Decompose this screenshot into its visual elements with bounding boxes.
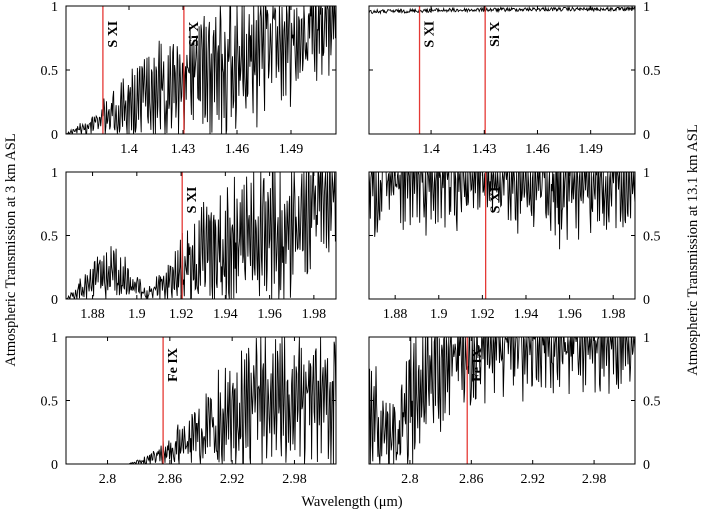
x-tick-label: 2.92	[220, 472, 245, 487]
x-tick-label: 1.98	[601, 307, 626, 322]
x-tick-label: 2.92	[520, 472, 545, 487]
transmission-series	[66, 337, 336, 464]
y-tick-label: 0.5	[41, 395, 59, 410]
x-tick-label: 2.98	[282, 472, 307, 487]
panel-row3-left: Fe IX 2.8 2.86 2.92 2.98 0 0.5 1	[41, 331, 337, 487]
x-tick-label: 1.46	[525, 142, 550, 157]
x-tick-label: 1.92	[470, 307, 495, 322]
x-tick-label: 1.94	[514, 307, 539, 322]
y-tick-label: 0	[643, 128, 650, 143]
emission-line-label: S XI	[423, 21, 438, 48]
x-tick-label: 1.4	[422, 142, 440, 157]
x-tick-label: 1.4	[120, 142, 138, 157]
transmission-series	[66, 172, 336, 299]
x-tick-label: 1.96	[257, 307, 282, 322]
emission-line-label: S XI	[106, 21, 121, 48]
x-axis-label: Wavelength (μm)	[301, 494, 402, 510]
transmission-series	[369, 337, 635, 464]
x-tick-label: 1.49	[578, 142, 603, 157]
emission-line-label: S XI	[489, 187, 504, 214]
y-tick-label: 0.5	[41, 230, 59, 245]
panel-row2-right: S XI 1.88 1.9 1.92 1.94 1.96 1.98 0 0.5 1	[368, 166, 661, 322]
x-tick-label: 1.94	[213, 307, 238, 322]
x-tick-label: 1.43	[171, 142, 196, 157]
x-tick-label: 1.46	[225, 142, 250, 157]
y-axis-label-left: Atmospheric Transmission at 3 km ASL	[3, 133, 19, 366]
y-tick-label: 1	[51, 0, 58, 15]
y-tick-label: 0.5	[643, 64, 661, 79]
emission-line-label: Si X	[488, 22, 503, 47]
emission-line-label: Fe IX	[470, 348, 485, 382]
y-tick-label: 0	[51, 458, 58, 473]
y-tick-label: 0	[643, 293, 650, 308]
y-tick-label: 0	[51, 128, 58, 143]
emission-line-label: Fe IX	[166, 348, 181, 382]
y-tick-label: 1	[51, 331, 58, 346]
y-tick-label: 1	[51, 166, 58, 181]
panel-row1-right: S XI Si X 1.4 1.43 1.46 1.49 0 0.5 1	[368, 0, 661, 157]
y-tick-label: 0	[51, 293, 58, 308]
x-tick-label: 2.98	[582, 472, 607, 487]
x-tick-label: 2.86	[158, 472, 183, 487]
y-axis-label-right: Atmospheric Transmission at 13.1 km ASL	[685, 124, 701, 375]
x-tick-label: 1.49	[279, 142, 304, 157]
x-tick-label: 2.8	[401, 472, 419, 487]
y-tick-label: 0	[643, 458, 650, 473]
x-tick-label: 1.43	[472, 142, 497, 157]
x-tick-label: 1.88	[383, 307, 408, 322]
x-tick-label: 1.96	[557, 307, 582, 322]
x-tick-label: 1.92	[169, 307, 194, 322]
panels-group: S XI Si X 1.4 1.43 1.46 1.49 0 0.5 1 S XI Si X 1.4 1…	[41, 0, 661, 487]
x-tick-label: 2.86	[459, 472, 484, 487]
x-tick-label: 1.88	[80, 307, 105, 322]
y-tick-label: 0.5	[41, 64, 59, 79]
x-tick-label: 2.8	[99, 472, 117, 487]
y-tick-label: 1	[643, 0, 650, 15]
y-tick-label: 1	[643, 331, 650, 346]
y-tick-label: 1	[643, 166, 650, 181]
panel-row1-left: S XI Si X 1.4 1.43 1.46 1.49 0 0.5 1	[41, 0, 337, 157]
transmission-series	[369, 6, 635, 15]
x-tick-label: 1.9	[128, 307, 146, 322]
y-tick-label: 0.5	[643, 230, 661, 245]
x-tick-label: 1.98	[302, 307, 327, 322]
transmission-series	[66, 6, 336, 134]
panel-row2-left: S XI 1.88 1.9 1.92 1.94 1.96 1.98 0 0.5 1	[41, 166, 337, 322]
panel-row3-right: Fe IX 2.8 2.86 2.92 2.98 0 0.5 1	[368, 331, 661, 487]
x-tick-label: 1.9	[430, 307, 448, 322]
y-tick-label: 0.5	[643, 395, 661, 410]
emission-line-label: Si X	[187, 22, 202, 47]
emission-line-label: S XI	[185, 187, 200, 214]
transmission-series	[369, 172, 635, 250]
